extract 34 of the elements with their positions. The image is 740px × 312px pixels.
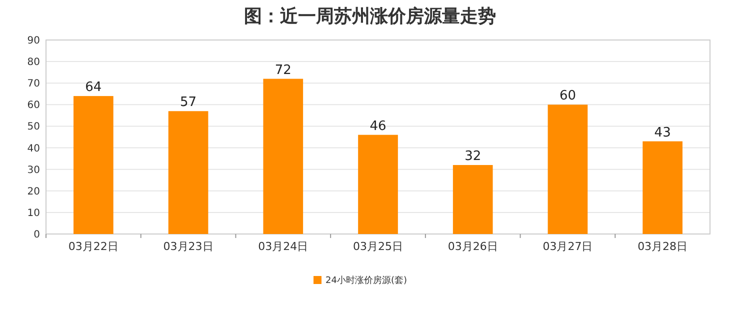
- title: 图：近一周苏州涨价房源量走势: [244, 6, 496, 27]
- x-tick-label: 03月24日: [258, 240, 308, 253]
- x-tick-label: 03月27日: [542, 240, 593, 253]
- bar: [74, 96, 114, 234]
- bar: [358, 134, 398, 234]
- data-label: 32: [464, 149, 482, 164]
- x-tick-label: 03月23日: [163, 240, 214, 253]
- x-tick-label: 03月26日: [448, 240, 498, 253]
- y-tick-label: 60: [27, 100, 40, 112]
- y-tick-label: 50: [27, 122, 40, 133]
- y-tick-label: 30: [27, 164, 40, 176]
- legend: 24小时涨价房源(套): [314, 276, 407, 286]
- y-tick-label: 90: [27, 36, 40, 46]
- data-label: 60: [559, 88, 576, 104]
- legend-label: 24小时涨价房源(套): [326, 275, 407, 286]
- bar: [168, 111, 208, 234]
- data-label: 64: [85, 80, 102, 96]
- y-tick-label: 70: [27, 78, 40, 90]
- bar: [263, 78, 304, 234]
- y-tick-label: 80: [27, 57, 40, 68]
- y-tick-label: 0: [34, 230, 40, 240]
- x-tick-label: 03月22日: [68, 240, 118, 253]
- data-label: 72: [274, 62, 292, 78]
- bar: [452, 165, 493, 234]
- bar: [548, 104, 588, 234]
- y-tick-label: 40: [27, 143, 40, 154]
- x-tick-label: 03月25日: [353, 240, 403, 253]
- bar: [642, 141, 682, 234]
- data-label: 46: [370, 118, 386, 134]
- data-label: 43: [654, 125, 671, 140]
- y-tick-label: 20: [27, 186, 40, 198]
- data-label: 57: [180, 95, 197, 110]
- x-tick-label: 03月28日: [638, 240, 688, 253]
- y-tick-label: 10: [27, 208, 40, 219]
